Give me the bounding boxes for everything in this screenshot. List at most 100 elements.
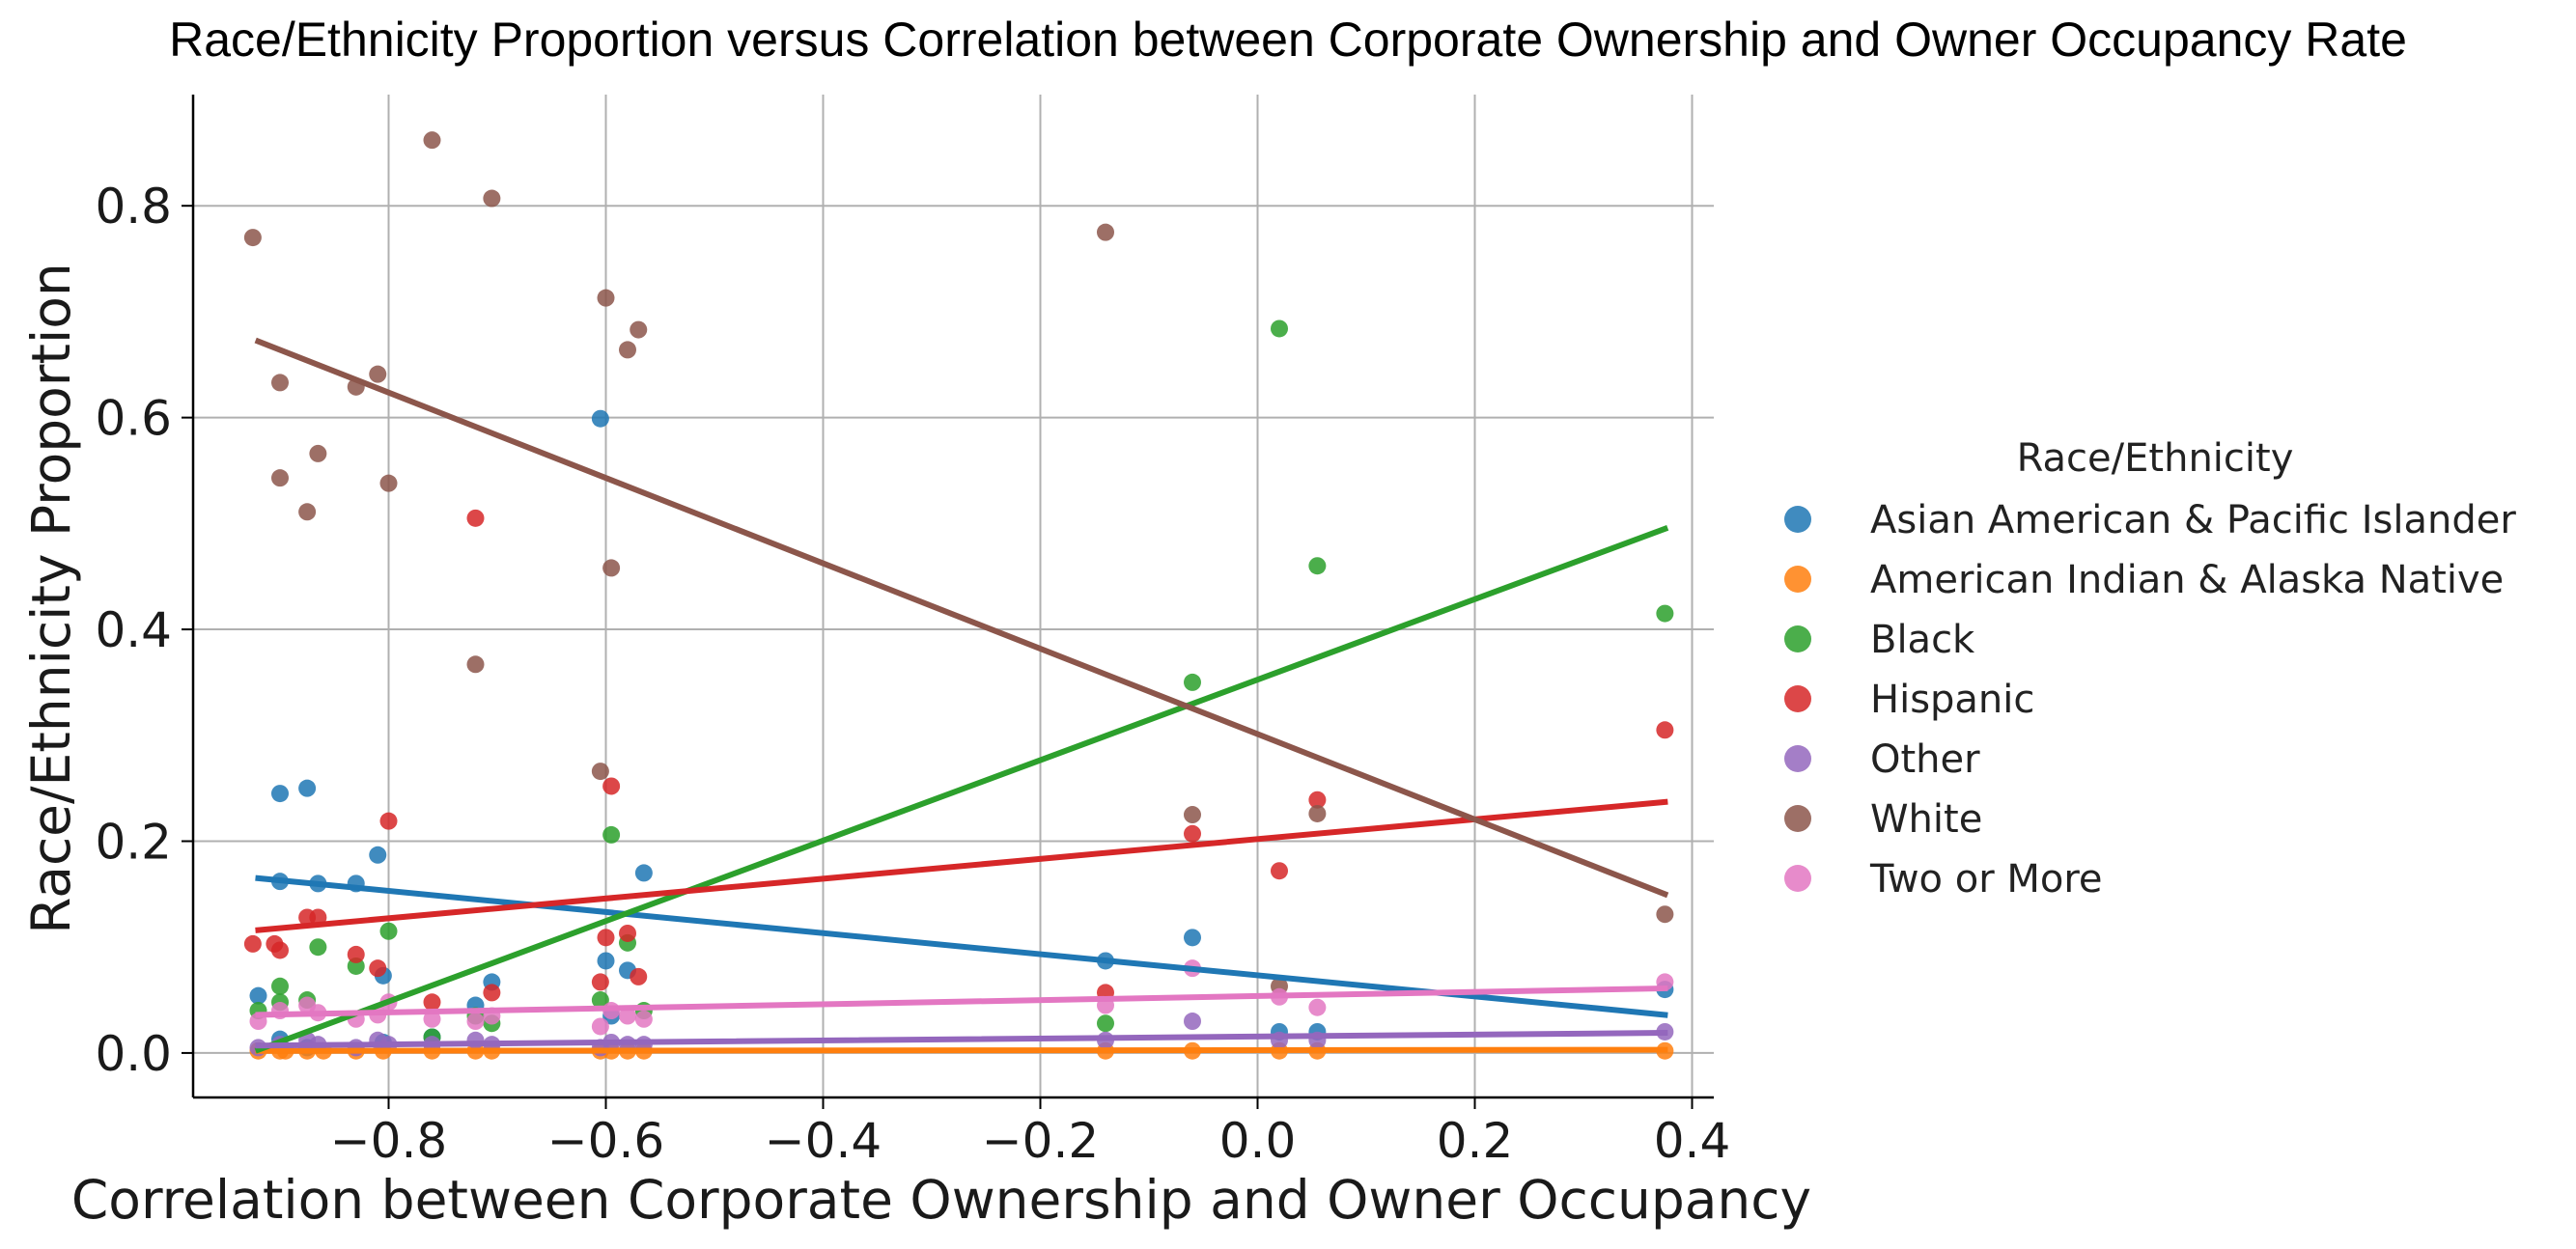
- legend-label: American Indian & Alaska Native: [1870, 558, 2504, 602]
- data-point: [591, 991, 609, 1010]
- data-point: [630, 967, 648, 985]
- data-point: [249, 986, 267, 1005]
- trend-line: [255, 1030, 1668, 1049]
- data-point: [591, 409, 609, 428]
- data-point: [1184, 824, 1201, 843]
- data-point: [423, 1010, 441, 1028]
- y-tick-label: 0.8: [95, 179, 172, 235]
- data-point: [1656, 604, 1674, 623]
- legend-marker: [1784, 506, 1811, 533]
- data-point: [634, 1010, 653, 1028]
- data-point: [1271, 862, 1288, 880]
- x-axis-label: Correlation between Corporate Ownership …: [71, 1169, 1811, 1231]
- legend-marker: [1784, 685, 1811, 712]
- data-point: [271, 941, 289, 959]
- data-point: [602, 559, 621, 577]
- legend-label: Other: [1870, 737, 1980, 782]
- trend-line: [255, 985, 1668, 1018]
- x-tick-label: −0.8: [330, 1113, 447, 1169]
- data-point: [271, 469, 289, 487]
- data-point: [1656, 721, 1674, 739]
- data-point: [347, 1039, 365, 1057]
- data-point: [1308, 804, 1327, 822]
- legend: Race/Ethnicity Asian American & Pacific …: [1784, 436, 2516, 902]
- data-point: [379, 812, 398, 830]
- y-tick-label: 0.4: [95, 602, 172, 658]
- data-point: [466, 1013, 485, 1031]
- data-point: [379, 922, 398, 940]
- data-point: [483, 984, 501, 1002]
- data-point: [619, 341, 636, 359]
- data-point: [483, 189, 501, 208]
- data-point: [347, 945, 365, 963]
- data-point: [591, 973, 609, 991]
- legend-marker: [1784, 566, 1811, 593]
- data-point: [597, 952, 615, 970]
- legend-label: White: [1870, 797, 1982, 842]
- data-point: [1184, 929, 1201, 947]
- trend-line: [255, 798, 1668, 933]
- chart-title: Race/Ethnicity Proportion versus Correla…: [169, 13, 2407, 67]
- legend-label: Asian American & Pacific Islander: [1870, 498, 2516, 542]
- data-point: [271, 977, 289, 995]
- scatter-points: [243, 131, 1674, 1060]
- data-point: [602, 777, 621, 795]
- data-point: [1097, 223, 1114, 241]
- legend-marker: [1784, 805, 1811, 832]
- data-point: [369, 365, 387, 383]
- trend-line: [254, 337, 1669, 899]
- axes: [191, 95, 1714, 1099]
- data-point: [597, 289, 615, 307]
- data-point: [602, 825, 621, 844]
- data-point: [1308, 791, 1327, 809]
- data-point: [423, 131, 441, 150]
- data-point: [591, 763, 609, 781]
- data-point: [369, 846, 387, 864]
- x-tick-label: −0.6: [547, 1113, 664, 1169]
- data-point: [466, 655, 485, 674]
- legend-label: Two or More: [1869, 857, 2103, 902]
- data-point: [591, 1017, 609, 1036]
- data-point: [1308, 998, 1327, 1016]
- data-point: [309, 444, 327, 462]
- legend-label: Hispanic: [1870, 678, 2034, 722]
- data-point: [271, 785, 289, 803]
- y-axis-label: Race/Ethnicity Proportion: [20, 263, 82, 934]
- legend-label: Black: [1870, 618, 1975, 662]
- data-point: [619, 924, 636, 942]
- data-point: [1097, 1014, 1114, 1033]
- legend-marker: [1784, 625, 1811, 652]
- data-point: [298, 503, 317, 521]
- x-tick-label: 0.0: [1219, 1113, 1297, 1169]
- data-point: [379, 474, 398, 492]
- data-point: [271, 374, 289, 392]
- data-point: [309, 938, 327, 957]
- y-tick-label: 0.0: [95, 1026, 172, 1082]
- data-point: [1308, 557, 1327, 575]
- data-point: [1184, 673, 1201, 691]
- data-point: [634, 864, 653, 882]
- legend-title: Race/Ethnicity: [2017, 436, 2294, 481]
- x-tick-label: 0.4: [1654, 1113, 1731, 1169]
- trend-line: [255, 1046, 1668, 1054]
- data-point: [630, 320, 648, 339]
- data-point: [1184, 806, 1201, 824]
- data-point: [1656, 905, 1674, 924]
- legend-marker: [1784, 865, 1811, 892]
- data-point: [1271, 319, 1288, 338]
- y-tick-label: 0.2: [95, 814, 172, 870]
- x-tick-label: −0.2: [982, 1113, 1099, 1169]
- x-tick-label: 0.2: [1437, 1113, 1514, 1169]
- data-point: [597, 929, 615, 947]
- data-point: [466, 509, 485, 527]
- data-point: [298, 779, 317, 797]
- data-point: [243, 229, 262, 247]
- data-point: [369, 959, 387, 978]
- data-point: [619, 1007, 636, 1025]
- trend-line: [254, 524, 1669, 1054]
- legend-marker: [1784, 745, 1811, 772]
- data-point: [1184, 1013, 1201, 1031]
- trend-lines: [254, 337, 1669, 1054]
- data-point: [423, 993, 441, 1012]
